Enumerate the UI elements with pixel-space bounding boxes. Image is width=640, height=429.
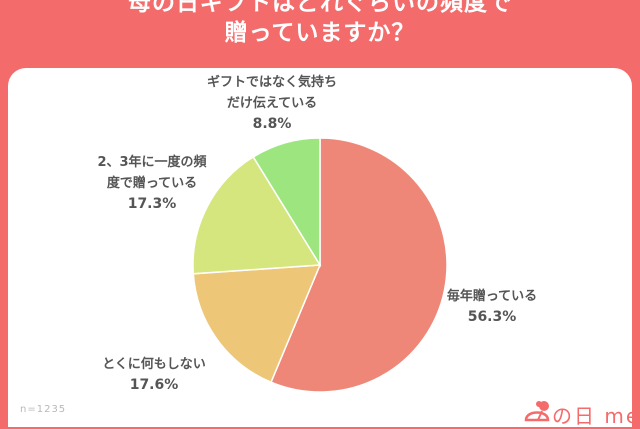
slice-label-3: だけ伝えている: [227, 95, 317, 111]
pie-slice-1: [192, 264, 322, 384]
pie-slice-2: [192, 155, 322, 275]
pie-labels: 毎年贈っている 56.3% とくに何もしない 17.6% 2、3年に一度の頻度で贈ってい…: [97, 74, 537, 393]
title-line-2: 贈っていますか？: [224, 20, 416, 46]
sample-size-note: n=1235: [20, 404, 67, 415]
slice-value-label-2: 17.3%: [128, 196, 177, 212]
slice-value-label-1: 17.6%: [130, 377, 179, 393]
slice-label-3: ギフトではなく気持ち: [207, 74, 337, 90]
title-line-1: 母の日ギフトはどれぐらいの頻度で: [128, 0, 512, 16]
slice-value-label-3: 8.8%: [253, 116, 292, 132]
slice-label-0: 毎年贈っている: [447, 288, 537, 304]
header: 母の日ギフトはどれぐらいの頻度で 贈っていますか？: [0, 0, 640, 68]
pie-slice-3: [252, 137, 321, 268]
brand-logo: の日 me: [520, 398, 640, 428]
slice-value-label-0: 56.3%: [468, 309, 517, 325]
pie-slices: [192, 137, 448, 393]
flower-icon: [524, 401, 550, 422]
pie-slice-0: [270, 137, 448, 393]
slice-label-2: 2、3年に一度の頻: [97, 154, 206, 170]
logo-text: の日 me: [552, 404, 640, 428]
slice-label-1: とくに何もしない: [102, 356, 206, 372]
slice-label-2: 度で贈っている: [107, 175, 197, 191]
